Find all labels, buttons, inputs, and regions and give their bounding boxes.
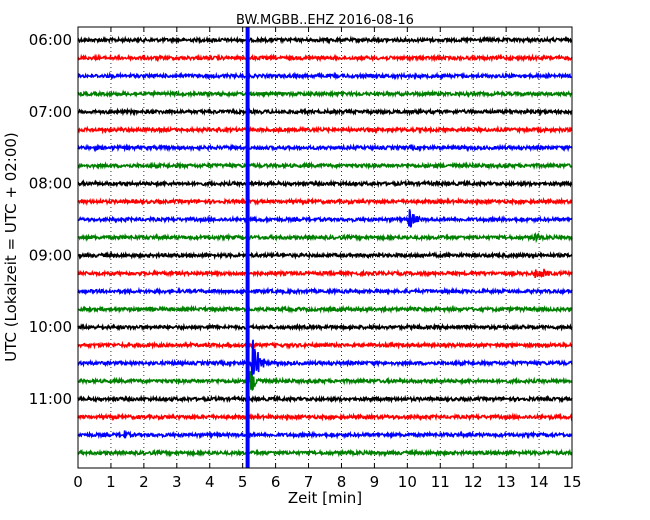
y-tick-label: 08:00 xyxy=(29,175,72,193)
trace-0930 xyxy=(77,286,573,296)
y-tick-label: 06:00 xyxy=(29,31,72,49)
x-tick-label: 14 xyxy=(530,473,549,491)
x-tick-label: 1 xyxy=(106,473,116,491)
x-tick-label: 4 xyxy=(205,473,215,491)
trace-1000 xyxy=(77,322,573,332)
x-tick-label: 12 xyxy=(464,473,483,491)
trace-0815 xyxy=(77,196,573,207)
y-tick-label: 10:00 xyxy=(29,318,72,336)
trace-0830 xyxy=(77,209,573,228)
trace-0645 xyxy=(77,89,573,99)
trace-1030 xyxy=(77,339,573,383)
trace-0730 xyxy=(77,143,573,153)
chart-title: BW.MGBB..EHZ 2016-08-16 xyxy=(236,13,414,28)
trace-0600 xyxy=(77,35,573,45)
trace-0945 xyxy=(77,304,573,314)
y-tick-label: 09:00 xyxy=(29,246,72,264)
x-tick-label: 9 xyxy=(370,473,380,491)
trace-1100 xyxy=(77,394,573,404)
trace-0915 xyxy=(77,268,573,279)
trace-1130 xyxy=(77,430,573,440)
trace-1145 xyxy=(77,448,573,458)
x-axis-label: Zeit [min] xyxy=(288,489,362,507)
x-tick-label: 10 xyxy=(398,473,417,491)
trace-0630 xyxy=(77,71,573,81)
trace-0615 xyxy=(77,53,573,63)
trace-0700 xyxy=(77,107,573,117)
x-tick-label: 0 xyxy=(73,473,83,491)
x-tick-label: 5 xyxy=(238,473,248,491)
x-tick-label: 11 xyxy=(431,473,450,491)
plot-frame xyxy=(77,26,573,469)
y-axis-label: UTC (Lokalzeit = UTC + 02:00) xyxy=(2,132,20,362)
x-tick-label: 8 xyxy=(337,473,347,491)
trace-1015 xyxy=(77,340,573,350)
trace-0715 xyxy=(77,125,573,135)
trace-0745 xyxy=(77,160,573,171)
trace-1045 xyxy=(77,371,573,392)
x-tick-label: 6 xyxy=(271,473,281,491)
trace-0900 xyxy=(77,250,573,261)
grid-lines xyxy=(110,27,540,468)
trace-0800 xyxy=(77,178,573,189)
trace-0845 xyxy=(77,232,573,244)
tick-group: 0 1 2 3 4 5 6 7 8 9 10 11 12 13 14 1506:0007:0008:0009:… xyxy=(29,27,582,491)
x-tick-label: 13 xyxy=(497,473,516,491)
x-tick-label: 15 xyxy=(562,473,581,491)
x-tick-label: 7 xyxy=(304,473,314,491)
x-tick-label: 3 xyxy=(172,473,182,491)
y-tick-label: 11:00 xyxy=(29,390,72,408)
trace-1115 xyxy=(77,412,573,422)
trace-group xyxy=(77,35,573,458)
x-tick-label: 2 xyxy=(139,473,149,491)
y-tick-label: 07:00 xyxy=(29,103,72,121)
